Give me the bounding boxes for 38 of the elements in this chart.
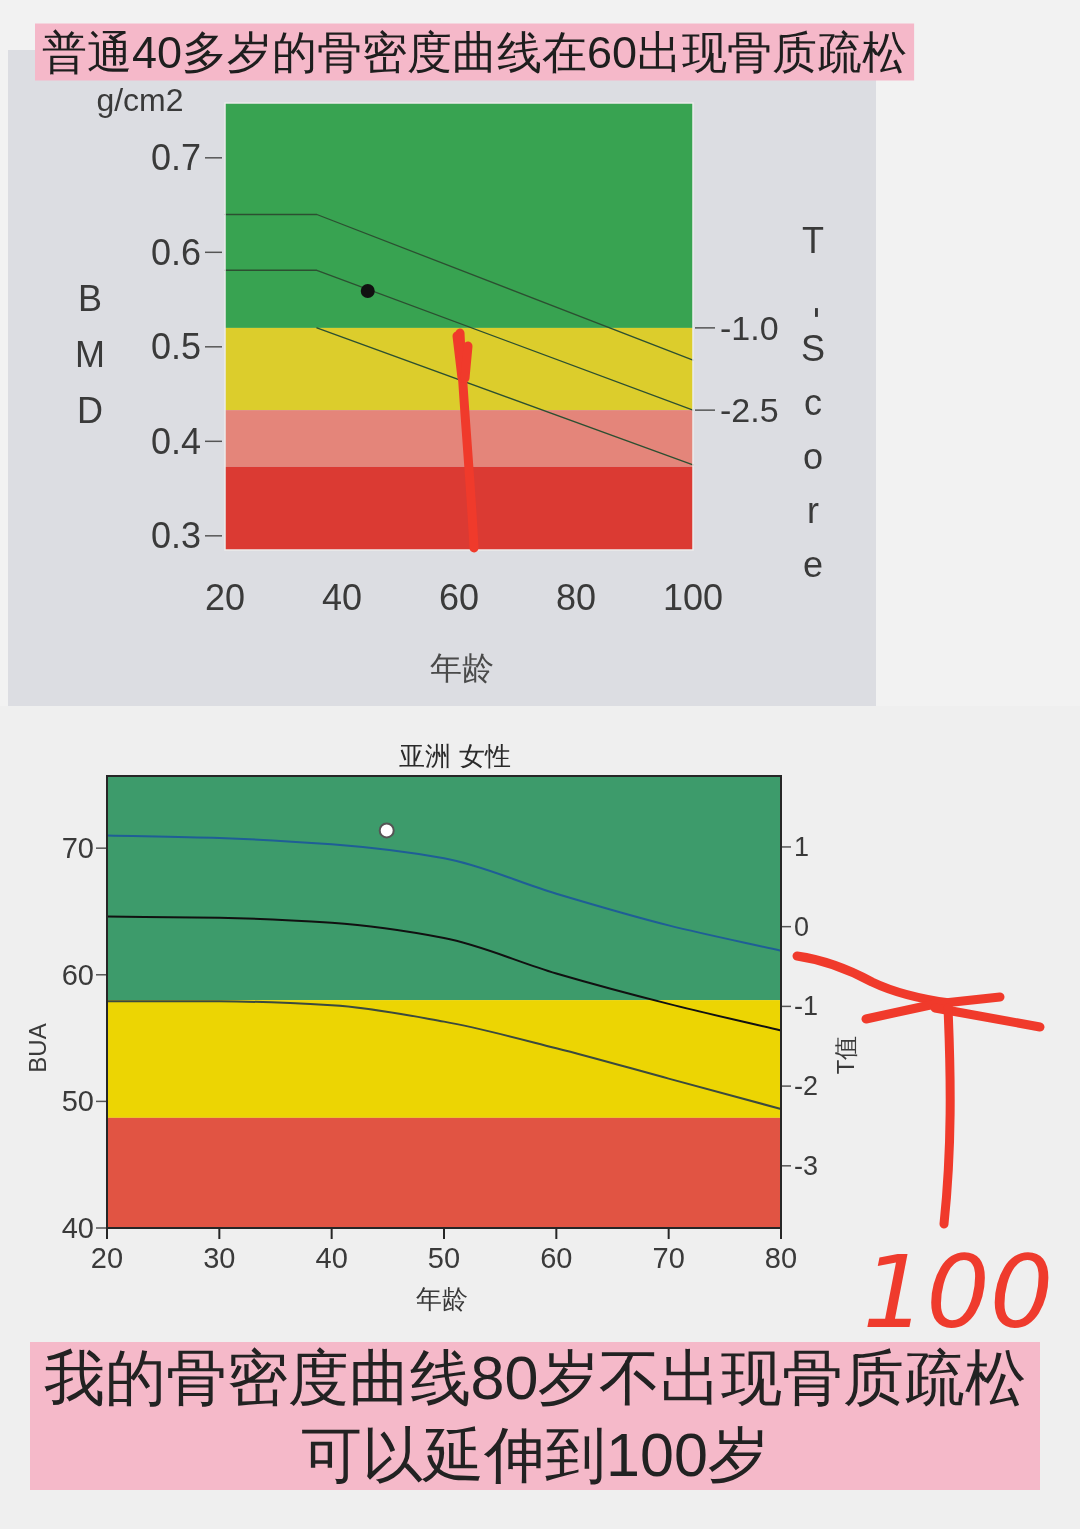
y-tick-label: 40 bbox=[61, 1212, 94, 1244]
x-tick-label: 60 bbox=[540, 1242, 573, 1274]
y2-tick-label: -1 bbox=[794, 991, 819, 1022]
x-tick-label: 20 bbox=[204, 576, 246, 618]
line-series bbox=[106, 915, 782, 1032]
y2-tick-label: -3 bbox=[794, 1150, 819, 1181]
x-tick-label: 80 bbox=[764, 1242, 798, 1274]
y2-tick-label: -2.5 bbox=[720, 391, 779, 430]
y2-tick-label: 0 bbox=[794, 911, 810, 942]
x-tick-label: 70 bbox=[652, 1242, 685, 1274]
y-tick-label: 0.7 bbox=[150, 137, 201, 179]
text: g/cm2 bbox=[96, 82, 184, 118]
x-tick-label: 60 bbox=[438, 576, 480, 618]
y2-tick-label: -1.0 bbox=[720, 308, 779, 347]
y-tick-label: 0.5 bbox=[150, 326, 201, 368]
y-tick-label: 70 bbox=[61, 832, 94, 865]
x-tick-label: 50 bbox=[427, 1242, 461, 1274]
x-axis-title: 年龄 bbox=[430, 650, 494, 686]
y2-tick-label: 1 bbox=[794, 831, 810, 862]
y2-axis-title: T值 bbox=[831, 1035, 859, 1075]
x-tick-label: 40 bbox=[321, 576, 363, 618]
x-axis-title: 年龄 bbox=[416, 1284, 468, 1314]
y-tick-label: 0.3 bbox=[150, 515, 201, 557]
y-tick-label: 60 bbox=[61, 958, 94, 991]
x-tick-label: 20 bbox=[90, 1242, 124, 1274]
text: 我的骨密度曲线80岁不出现骨质疏松可以延伸到100岁 bbox=[43, 1344, 1027, 1489]
chart-title: 亚洲 女性 bbox=[399, 741, 511, 771]
x-tick-label: 30 bbox=[203, 1242, 236, 1274]
x-tick-label: 100 bbox=[662, 576, 724, 618]
y2-tick-label: -2 bbox=[794, 1071, 819, 1102]
chart-title: 普通40多岁的骨密度曲线在60出现骨质疏松 bbox=[42, 26, 908, 78]
x-tick-label: 40 bbox=[315, 1242, 348, 1274]
x-tick-label: 80 bbox=[555, 576, 597, 618]
y-axis-title: BUA bbox=[23, 1023, 51, 1073]
y-tick-label: 0.4 bbox=[150, 420, 201, 462]
line-series bbox=[106, 834, 782, 952]
y-tick-label: 50 bbox=[61, 1085, 94, 1118]
y-tick-label: 0.6 bbox=[150, 231, 201, 273]
